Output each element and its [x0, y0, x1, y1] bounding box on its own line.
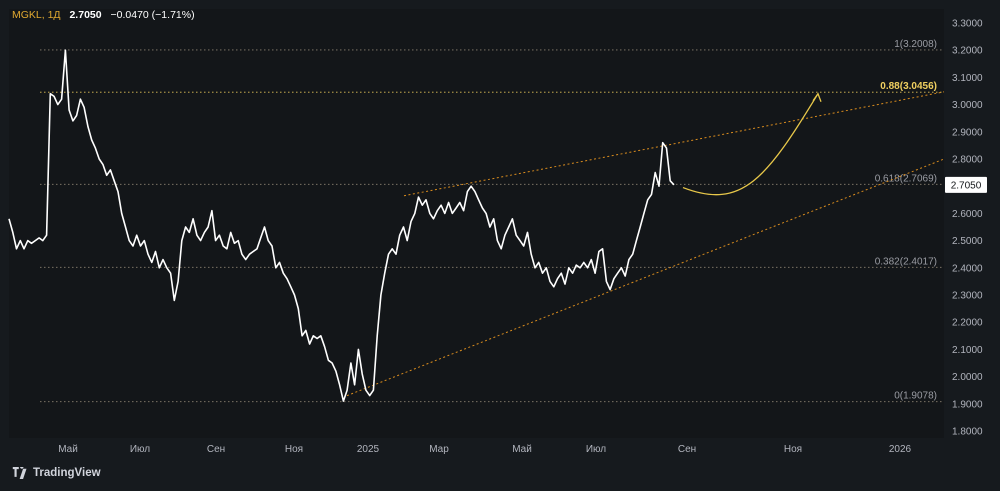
plot-area: [9, 9, 944, 438]
projection-arrow-head: [812, 92, 822, 102]
price-series: [8, 49, 675, 402]
x-axis-tick-label: Сен: [678, 444, 696, 455]
x-axis[interactable]: Май Июл Сен Ноя 2025 Мар Май Июл Сен Ноя 2026: [58, 444, 911, 455]
fib-level-label: 0.88(3.0456): [880, 81, 937, 92]
y-axis-tick-label: 2.5000: [952, 236, 983, 247]
x-axis-tick-label: Июл: [586, 444, 606, 455]
channel-lower-line: [346, 158, 945, 397]
y-axis-tick-label: 1.9000: [952, 399, 983, 410]
fib-level-label: 0.618(2.7069): [875, 173, 937, 184]
y-axis-tick-label: 2.1000: [952, 345, 983, 356]
x-axis-tick-label: Ноя: [784, 444, 802, 455]
y-axis-tick-label: 2.8000: [952, 155, 983, 166]
last-price-box: [945, 176, 987, 193]
last-price-label: 2.7050: [951, 180, 982, 191]
y-axis-tick-label: 2.6000: [952, 209, 983, 220]
y-axis-tick-label: 1.8000: [952, 427, 983, 438]
trend-channel: [346, 91, 945, 397]
y-axis[interactable]: 3.3000 3.2000 3.1000 3.0000 2.9000 2.8000 2.70…: [952, 19, 983, 438]
fib-levels: 1(3.2008) 0.88(3.0456) 0.618(2.7069) 0.382(…: [40, 39, 944, 403]
y-axis-tick-label: 3.3000: [952, 19, 983, 30]
projection-curve: [682, 93, 819, 196]
symbol-title[interactable]: MGKL, 1Д: [12, 9, 61, 21]
tradingview-brand: TradingView: [33, 467, 101, 479]
x-axis-tick-label: Май: [512, 444, 532, 455]
projection-arrow: [682, 92, 822, 196]
y-axis-tick-label: 2.9000: [952, 127, 983, 138]
x-axis-tick-label: 2025: [357, 444, 380, 455]
y-axis-tick-label: 3.0000: [952, 100, 983, 111]
y-axis-tick-label: 3.2000: [952, 46, 983, 57]
tradingview-logo-icon: [12, 467, 27, 479]
fib-level-label: 0(1.9078): [894, 391, 937, 402]
price-change: −0.0470 (−1.71%): [110, 9, 195, 21]
x-axis-tick-label: Июл: [130, 444, 150, 455]
x-axis-tick-label: 2026: [889, 444, 912, 455]
last-price-marker: 2.7050: [945, 176, 987, 193]
x-axis-tick-label: Мар: [429, 444, 449, 455]
y-axis-tick-label: 2.3000: [952, 291, 983, 302]
fib-level-label: 0.382(2.4017): [875, 256, 937, 267]
last-value: 2.7050: [69, 9, 102, 21]
y-axis-tick-label: 2.0000: [952, 372, 983, 383]
y-axis-tick-label: 3.1000: [952, 73, 983, 84]
symbol-header: MGKL, 1Д 2.7050 −0.0470 (−1.71%): [12, 9, 195, 21]
x-axis-tick-label: Сен: [207, 444, 225, 455]
tradingview-logo[interactable]: TradingView: [12, 467, 101, 479]
x-axis-tick-label: Ноя: [285, 444, 303, 455]
y-axis-tick-label: 2.4000: [952, 263, 983, 274]
x-axis-tick-label: Май: [58, 444, 78, 455]
price-line: [8, 49, 675, 402]
y-axis-tick-label: 2.2000: [952, 318, 983, 329]
fib-level-label: 1(3.2008): [894, 39, 937, 50]
channel-upper-line: [403, 91, 945, 197]
